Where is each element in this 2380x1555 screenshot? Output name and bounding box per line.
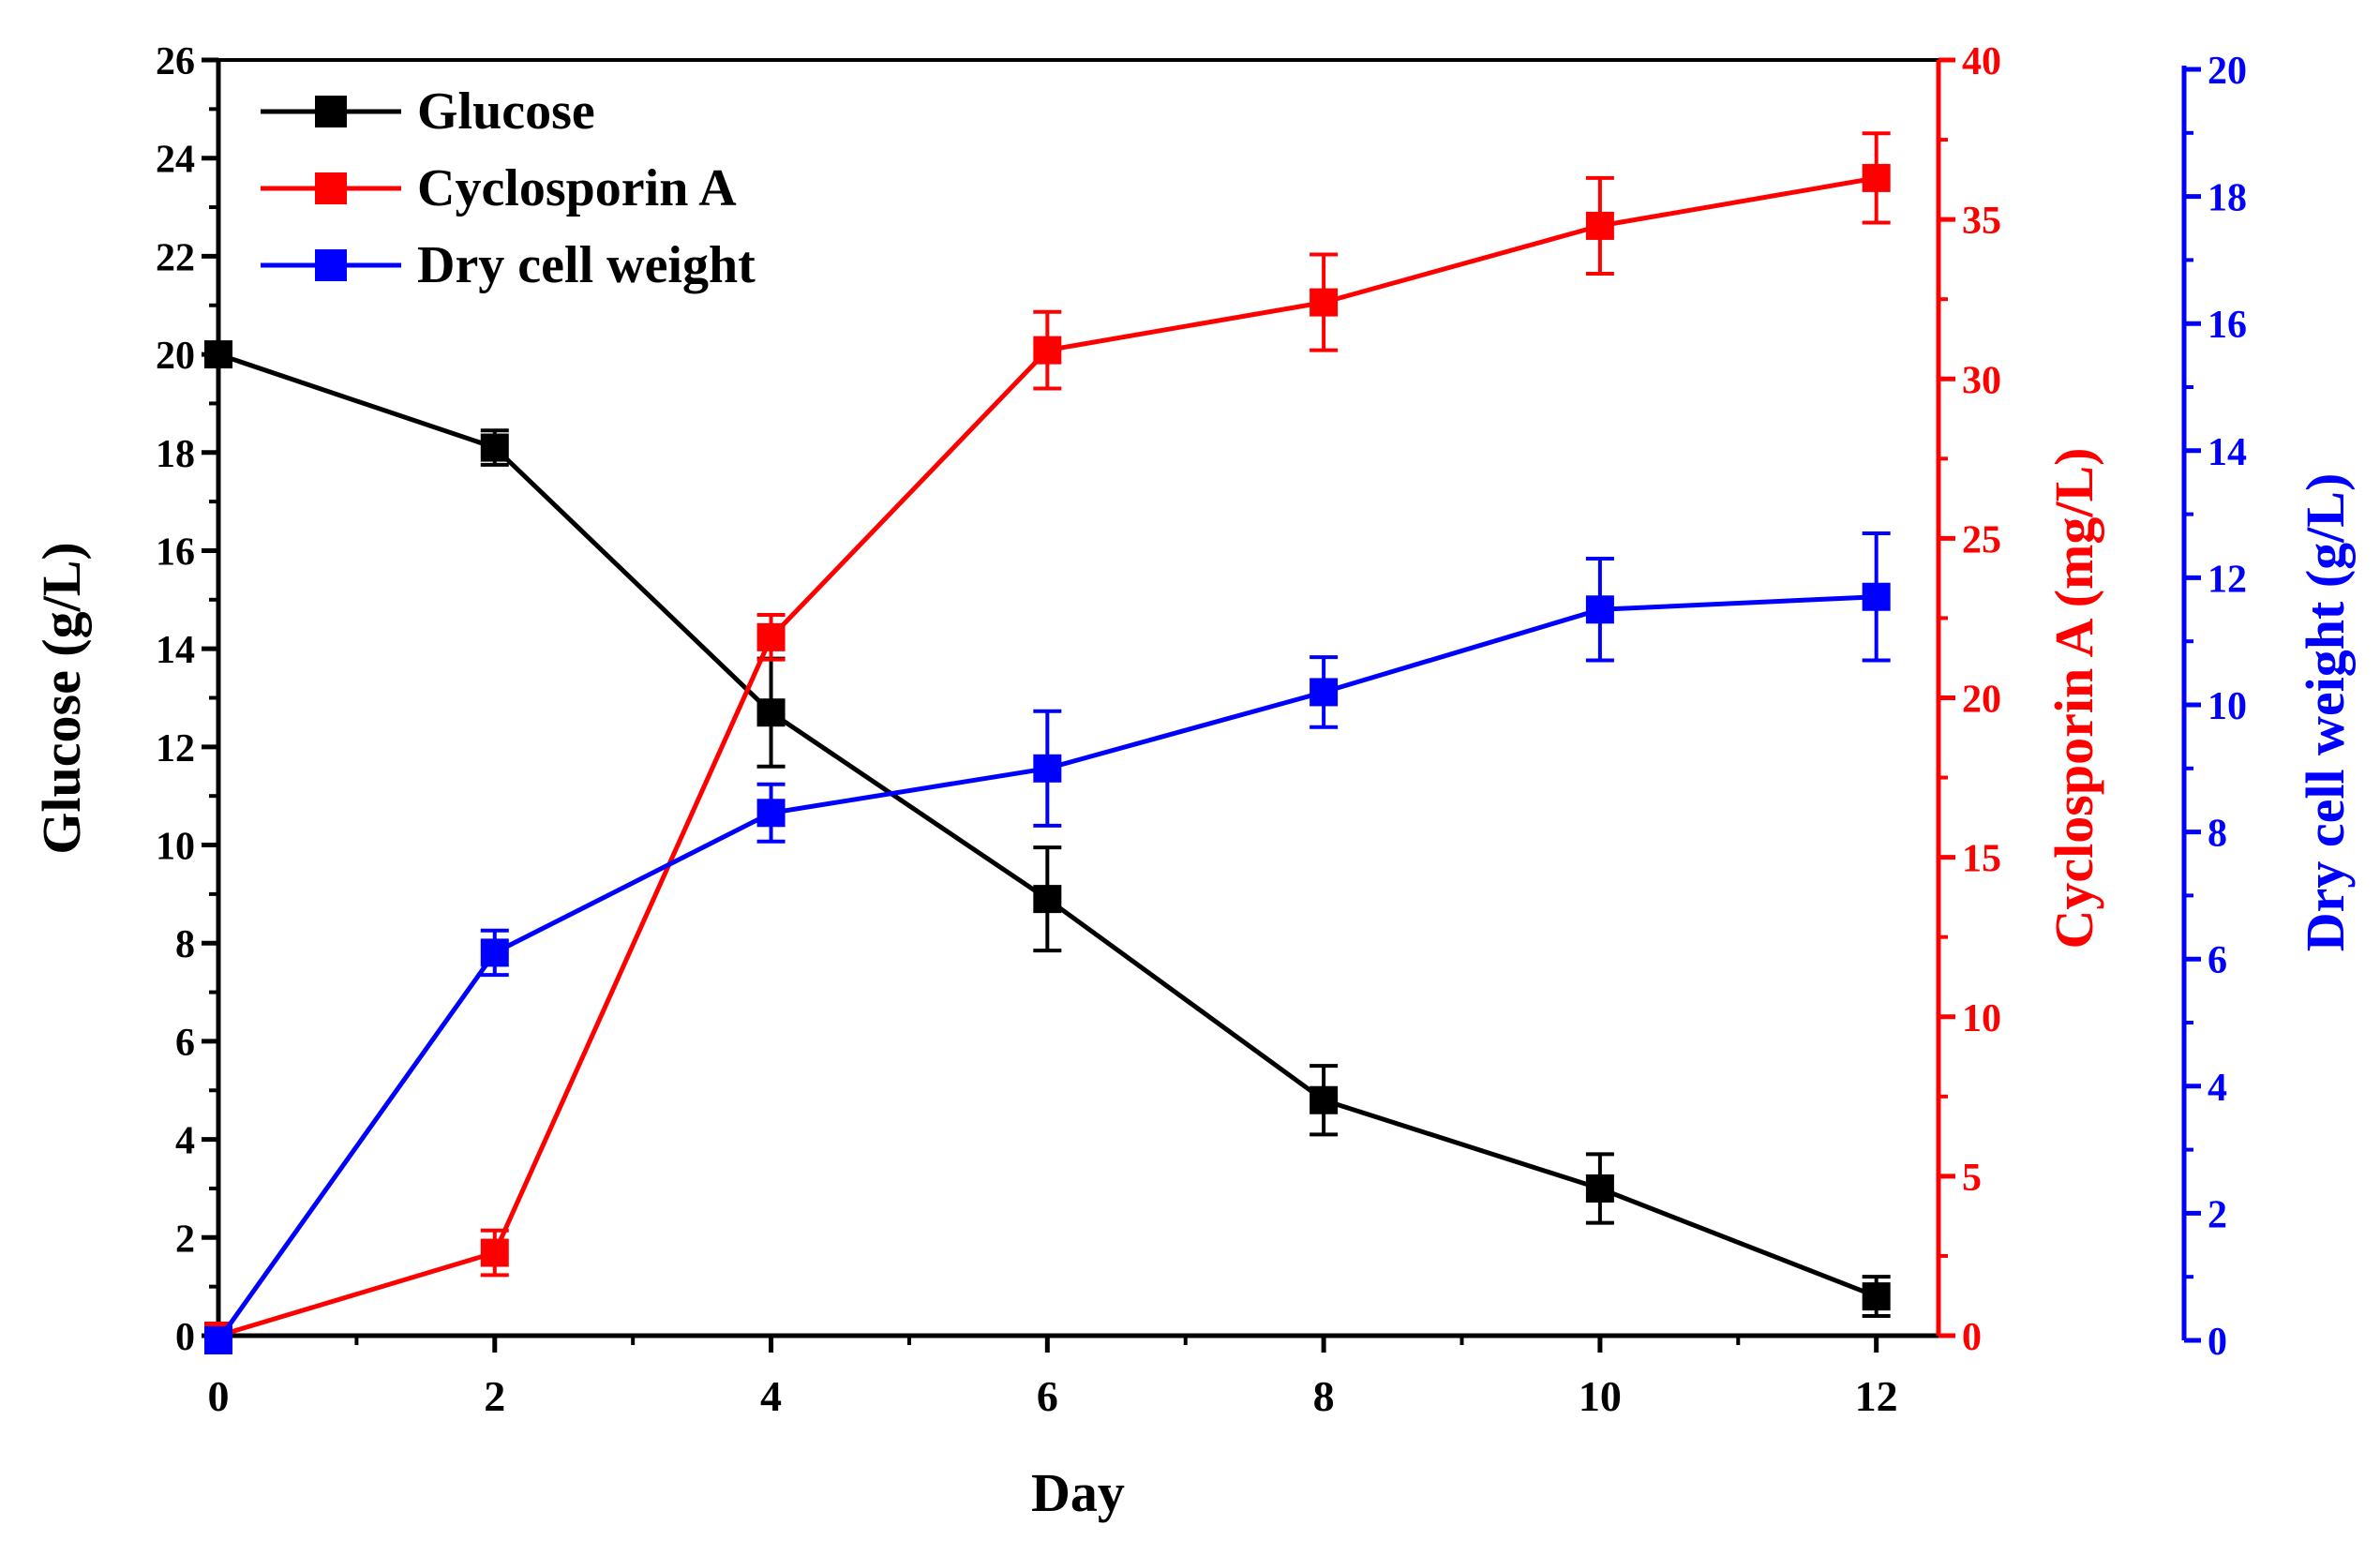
data-point <box>1033 885 1062 914</box>
right2-tick-label: 6 <box>2208 939 2227 982</box>
left-tick-label: 18 <box>156 433 195 476</box>
left-tick-label: 2 <box>175 1218 195 1261</box>
legend-marker-glucose <box>315 96 347 127</box>
left-axis-title: Glucose (g/L) <box>31 542 92 854</box>
right2-tick-label: 14 <box>2208 431 2247 474</box>
x-tick-label: 8 <box>1313 1372 1335 1420</box>
right2-axis-ticks: 0 2 4 6 8 10 12 14 16 18 20 <box>2184 50 2247 1364</box>
right2-tick-label: 0 <box>2208 1321 2227 1364</box>
right2-tick-label: 16 <box>2208 304 2247 347</box>
right2-tick-label: 12 <box>2208 558 2247 601</box>
data-point <box>1862 163 1891 192</box>
right1-tick-label: 0 <box>1962 1316 1982 1359</box>
left-tick-label: 6 <box>175 1022 195 1065</box>
x-tick-label: 12 <box>1855 1372 1898 1420</box>
legend-label-glucose: Glucose <box>417 82 595 141</box>
left-tick-label: 22 <box>156 236 195 279</box>
right1-tick-label: 35 <box>1962 200 2001 243</box>
data-point <box>1862 582 1891 611</box>
x-axis-title: Day <box>1031 1462 1125 1523</box>
right2-axis-title: Dry cell weight (g/L) <box>2295 473 2356 952</box>
data-point <box>1310 678 1339 707</box>
x-tick-label: 10 <box>1579 1372 1622 1420</box>
left-tick-label: 24 <box>156 139 195 182</box>
right2-tick-label: 2 <box>2208 1193 2227 1236</box>
right1-tick-label: 30 <box>1962 359 2001 402</box>
legend-label-cyclosporin: Cyclosporin A <box>417 159 737 217</box>
left-tick-label: 16 <box>156 531 195 574</box>
right1-axis-title: Cyclosporin A (mg/L) <box>2043 448 2104 949</box>
x-tick-label: 4 <box>760 1372 782 1420</box>
right1-tick-label: 15 <box>1962 838 2001 881</box>
data-point <box>480 433 509 462</box>
series-group <box>204 131 1891 1354</box>
left-tick-label: 14 <box>156 629 195 672</box>
right1-tick-label: 5 <box>1962 1157 1982 1200</box>
right2-tick-label: 20 <box>2208 50 2247 93</box>
right2-tick-label: 4 <box>2208 1067 2227 1110</box>
left-tick-label: 8 <box>175 923 195 966</box>
data-point <box>1310 288 1339 317</box>
right1-tick-label: 25 <box>1962 518 2001 561</box>
data-point <box>1585 1174 1614 1203</box>
right1-tick-label: 40 <box>1962 40 2001 83</box>
x-tick-label: 6 <box>1037 1372 1058 1420</box>
left-tick-label: 20 <box>156 335 195 378</box>
legend-marker-cyclosporin <box>315 172 347 204</box>
x-axis-ticks: 0 2 4 6 8 10 12 <box>208 1336 1898 1420</box>
left-tick-label: 12 <box>156 727 195 770</box>
data-point <box>756 799 786 828</box>
right1-axis-ticks: 0 5 10 15 20 25 30 35 40 <box>1938 40 2001 1359</box>
data-point <box>480 938 509 967</box>
series-dry-cell-weight <box>204 531 1891 1354</box>
data-point <box>480 1238 509 1267</box>
left-tick-label: 0 <box>175 1316 195 1359</box>
data-point <box>1862 1282 1891 1311</box>
right2-tick-label: 10 <box>2208 685 2247 728</box>
x-tick-label: 0 <box>208 1372 230 1420</box>
data-point <box>204 1326 232 1354</box>
right2-tick-label: 8 <box>2208 813 2227 856</box>
data-point <box>756 698 786 727</box>
data-point <box>1033 754 1062 783</box>
legend-marker-dry-cell-weight <box>315 249 347 281</box>
left-tick-label: 26 <box>156 40 195 83</box>
data-point <box>1585 211 1614 240</box>
legend-label-dry-cell-weight: Dry cell weight <box>417 236 756 294</box>
x-tick-label: 2 <box>484 1372 505 1420</box>
data-point <box>1585 595 1614 624</box>
right1-tick-label: 10 <box>1962 997 2001 1040</box>
right1-tick-label: 20 <box>1962 679 2001 722</box>
left-tick-label: 10 <box>156 826 195 869</box>
data-point <box>1310 1085 1339 1114</box>
data-point <box>1033 336 1062 365</box>
data-point <box>204 340 232 369</box>
series-glucose <box>204 340 1891 1319</box>
left-tick-label: 4 <box>175 1120 195 1163</box>
right2-tick-label: 18 <box>2208 177 2247 220</box>
data-point <box>756 622 786 651</box>
legend: Glucose Cyclosporin A Dry cell weight <box>261 82 756 294</box>
